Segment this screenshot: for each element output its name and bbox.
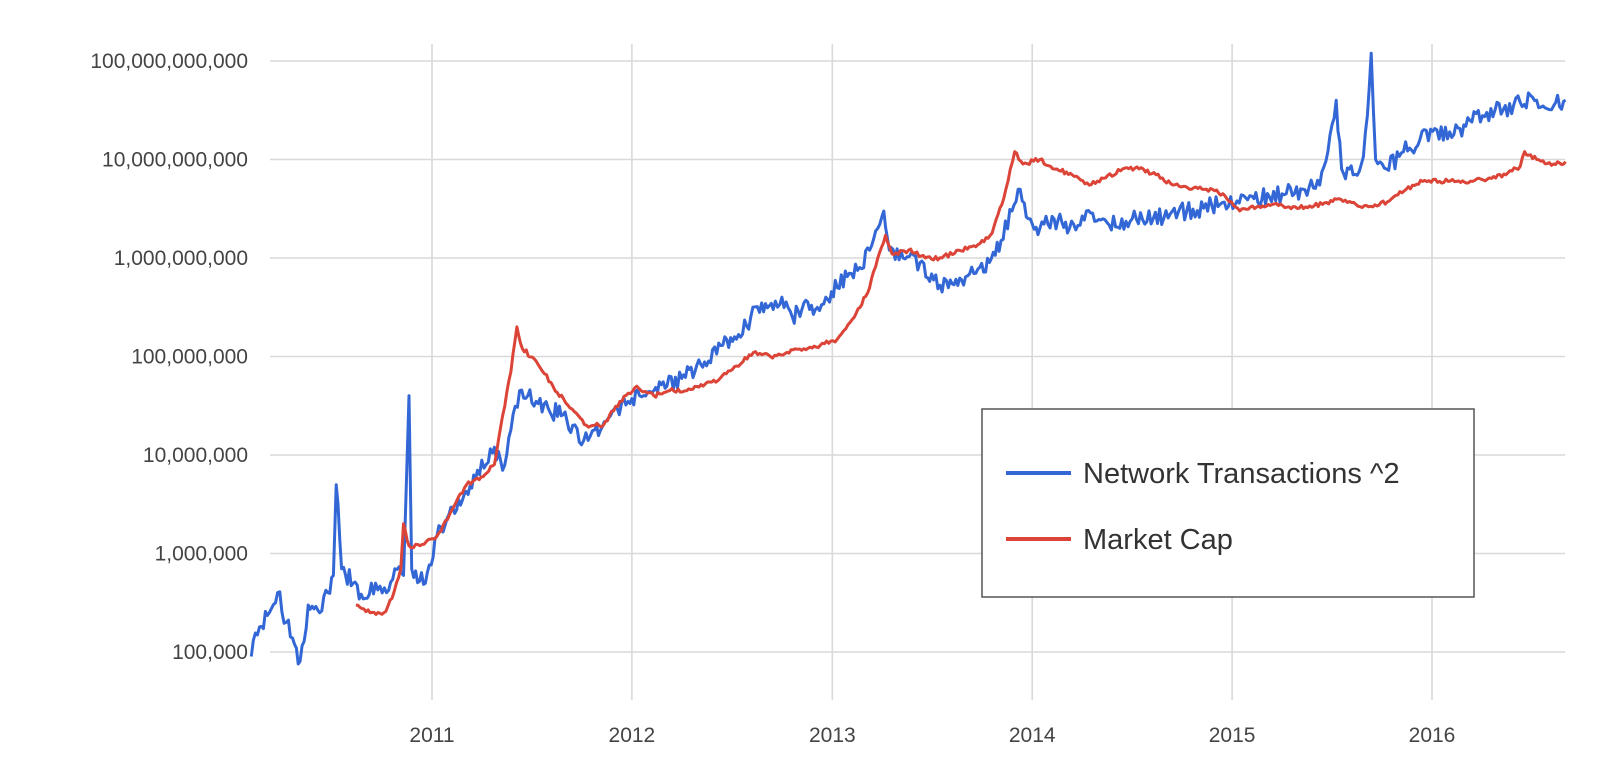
x-tick-label: 2014 (1009, 724, 1056, 747)
x-tick-label: 2013 (809, 724, 856, 747)
y-tick-label: 10,000,000,000 (102, 149, 248, 172)
x-tick-label: 2015 (1209, 724, 1256, 747)
x-axis-tick-labels: 2011 2012 2013 2014 2015 2016 (409, 724, 1455, 747)
series-line-market-cap (355, 150, 1567, 616)
legend-label-network-transactions: Network Transactions ^2 (1083, 458, 1400, 490)
x-tick-label: 2016 (1409, 724, 1456, 747)
legend-label-market-cap: Market Cap (1083, 524, 1233, 556)
y-axis-tick-labels: 100,000 1,000,000 10,000,000 100,000,000 1,0… (90, 50, 248, 664)
y-tick-label: 1,000,000,000 (114, 247, 248, 270)
series-lines (249, 51, 1567, 666)
y-tick-label: 100,000,000,000 (90, 50, 248, 73)
y-tick-label: 100,000,000 (131, 346, 248, 369)
y-tick-label: 100,000 (172, 641, 248, 664)
legend-box (981, 408, 1475, 598)
x-tick-label: 2011 (409, 724, 454, 747)
x-tick-label: 2012 (609, 724, 656, 747)
legend: Network Transactions ^2 Market Cap (981, 408, 1475, 598)
y-tick-label: 1,000,000 (155, 543, 248, 566)
vertical-gridlines (431, 44, 1433, 700)
y-tick-label: 10,000,000 (143, 444, 248, 467)
